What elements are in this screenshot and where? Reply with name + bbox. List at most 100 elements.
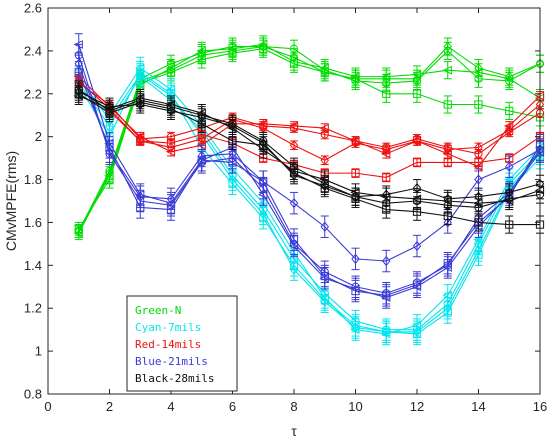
data-point bbox=[474, 191, 483, 202]
data-point bbox=[412, 89, 422, 98]
data-point bbox=[289, 197, 299, 209]
data-point bbox=[105, 146, 114, 157]
data-point bbox=[351, 73, 360, 84]
data-point bbox=[136, 69, 145, 80]
data-point bbox=[505, 161, 514, 172]
data-point bbox=[166, 142, 176, 153]
series-line bbox=[78, 63, 541, 262]
data-point bbox=[259, 208, 268, 220]
data-point bbox=[382, 73, 391, 84]
x-tick-label: 16 bbox=[533, 399, 547, 414]
data-point bbox=[319, 123, 329, 133]
legend-entry-cyan: Cyan-7mils bbox=[135, 321, 201, 334]
data-point bbox=[412, 158, 422, 167]
data-point bbox=[443, 144, 452, 155]
series-line bbox=[78, 82, 541, 155]
data-point bbox=[166, 193, 176, 205]
series-line bbox=[78, 46, 541, 232]
series-line bbox=[78, 73, 541, 333]
data-point bbox=[259, 176, 268, 187]
data-point bbox=[412, 73, 422, 84]
y-tick-label: 2.4 bbox=[24, 43, 42, 58]
data-point bbox=[228, 148, 237, 160]
series-black-28mils-diamond bbox=[74, 82, 545, 208]
data-point bbox=[319, 273, 329, 283]
data-point bbox=[351, 169, 360, 178]
data-point bbox=[228, 174, 237, 185]
data-point bbox=[320, 296, 329, 307]
data-point bbox=[320, 67, 329, 78]
y-tick-label: 0.8 bbox=[24, 387, 42, 402]
y-tick-label: 1.8 bbox=[24, 172, 42, 187]
data-point bbox=[228, 45, 237, 57]
data-point bbox=[505, 125, 514, 136]
series-blue-21mils-diamond bbox=[74, 52, 545, 273]
data-point bbox=[474, 245, 483, 256]
series-line bbox=[78, 80, 541, 161]
legend: Green-N Cyan-7mils Red-14mils Blue-21mil… bbox=[126, 295, 238, 392]
data-point bbox=[474, 142, 483, 153]
legend-box bbox=[126, 295, 238, 392]
data-point bbox=[197, 150, 206, 162]
data-point bbox=[74, 58, 83, 69]
data-point bbox=[443, 303, 452, 314]
data-point bbox=[320, 155, 329, 166]
data-point bbox=[382, 255, 391, 267]
data-point bbox=[259, 41, 268, 52]
data-point bbox=[105, 167, 114, 179]
data-point bbox=[166, 132, 176, 141]
data-point bbox=[382, 173, 391, 182]
data-point bbox=[443, 217, 452, 228]
legend-entry-blue: Blue-21mils bbox=[135, 355, 208, 368]
data-point bbox=[228, 120, 237, 132]
y-tick-label: 1.6 bbox=[24, 215, 42, 230]
data-point bbox=[73, 40, 83, 49]
data-point bbox=[320, 180, 329, 192]
data-point bbox=[136, 99, 145, 110]
series-line bbox=[78, 89, 541, 178]
legend-entry-green: Green-N bbox=[135, 304, 181, 317]
data-point bbox=[382, 326, 391, 338]
x-tick-label: 6 bbox=[229, 399, 236, 414]
data-point bbox=[288, 121, 299, 131]
data-point bbox=[351, 137, 360, 149]
data-point bbox=[505, 106, 514, 116]
series-line bbox=[78, 44, 541, 299]
data-point bbox=[166, 64, 176, 76]
data-point bbox=[505, 71, 514, 82]
data-point bbox=[74, 225, 83, 237]
data-point bbox=[197, 133, 206, 145]
data-point bbox=[380, 293, 391, 302]
x-tick-label: 10 bbox=[348, 399, 362, 414]
data-point bbox=[443, 100, 452, 109]
y-axis-label: CMvMPFE(rms) bbox=[3, 151, 19, 251]
x-axis-label: τ bbox=[291, 423, 297, 439]
data-point bbox=[136, 135, 145, 147]
data-point bbox=[136, 191, 145, 202]
y-tick-label: 1.2 bbox=[24, 301, 42, 316]
data-point bbox=[289, 264, 299, 275]
data-point bbox=[350, 284, 360, 294]
y-tick-label: 2.2 bbox=[24, 86, 42, 101]
series-line bbox=[78, 67, 541, 335]
data-point bbox=[474, 62, 483, 74]
data-point bbox=[166, 105, 176, 117]
legend-entry-black: Black-28mils bbox=[135, 372, 214, 385]
data-point bbox=[505, 220, 514, 229]
y-tick-label: 1 bbox=[35, 344, 42, 359]
data-point bbox=[351, 322, 360, 333]
series-line bbox=[78, 48, 541, 230]
data-point bbox=[288, 241, 299, 251]
data-point bbox=[443, 193, 452, 205]
series-line bbox=[78, 75, 541, 331]
data-point bbox=[412, 182, 422, 194]
data-point bbox=[442, 263, 452, 272]
data-point bbox=[259, 137, 268, 149]
series-layer bbox=[73, 33, 545, 346]
data-point bbox=[474, 100, 483, 109]
x-tick-label: 2 bbox=[106, 399, 113, 414]
data-point bbox=[382, 189, 391, 200]
data-point bbox=[474, 218, 483, 227]
data-point bbox=[320, 221, 329, 232]
